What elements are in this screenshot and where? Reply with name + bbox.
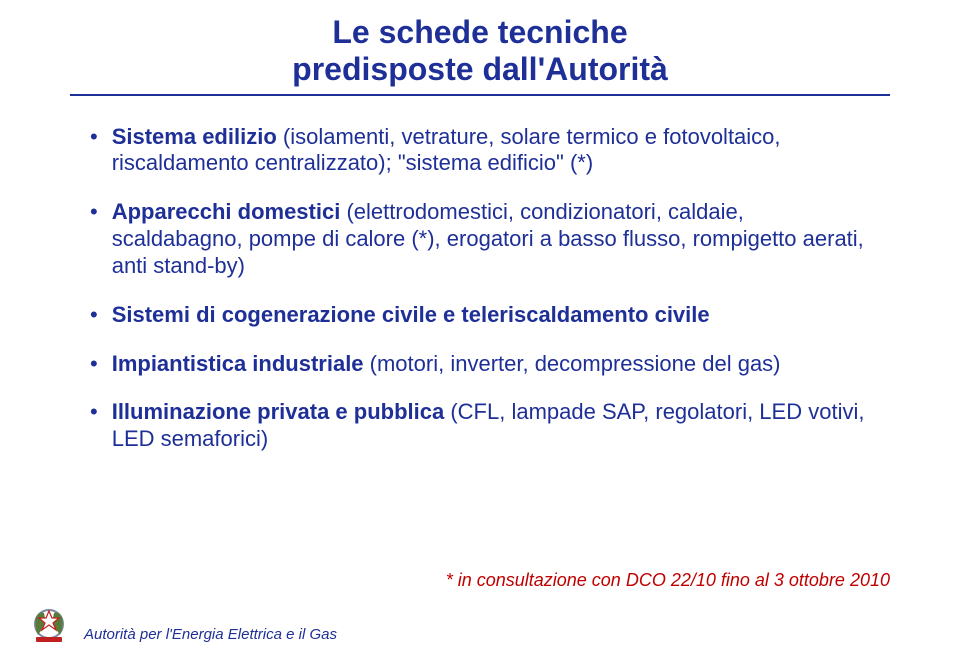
- bullet-bold: Apparecchi domestici: [112, 199, 347, 224]
- bullet-icon: •: [90, 124, 98, 150]
- italy-emblem-icon: [26, 597, 72, 647]
- footer-text: Autorità per l'Energia Elettrica e il Ga…: [84, 626, 337, 647]
- title-line-1: Le schede tecniche: [0, 14, 960, 51]
- bullet-bold: Impiantistica industriale: [112, 351, 370, 376]
- bullet-text: Apparecchi domestici (elettrodomestici, …: [112, 199, 870, 279]
- bullet-text: Impiantistica industriale (motori, inver…: [112, 351, 781, 378]
- list-item: • Sistema edilizio (isolamenti, vetratur…: [90, 124, 870, 178]
- bullet-icon: •: [90, 351, 98, 377]
- bullet-icon: •: [90, 302, 98, 328]
- bullet-bold: Sistemi di cogenerazione civile e teleri…: [112, 302, 710, 327]
- list-item: • Illuminazione privata e pubblica (CFL,…: [90, 399, 870, 453]
- bullet-text: Sistemi di cogenerazione civile e teleri…: [112, 302, 710, 329]
- title-underline: [70, 94, 890, 96]
- bullet-list: • Sistema edilizio (isolamenti, vetratur…: [90, 124, 870, 453]
- footnote: * in consultazione con DCO 22/10 fino al…: [446, 570, 890, 591]
- bullet-bold: Illuminazione privata e pubblica: [112, 399, 451, 424]
- bullet-text: Illuminazione privata e pubblica (CFL, l…: [112, 399, 870, 453]
- list-item: • Apparecchi domestici (elettrodomestici…: [90, 199, 870, 279]
- bullet-bold: Sistema edilizio: [112, 124, 283, 149]
- bullet-icon: •: [90, 399, 98, 425]
- title-line-2: predisposte dall'Autorità: [0, 51, 960, 88]
- bullet-icon: •: [90, 199, 98, 225]
- list-item: • Impiantistica industriale (motori, inv…: [90, 351, 870, 378]
- footer: Autorità per l'Energia Elettrica e il Ga…: [26, 597, 337, 647]
- slide-title-block: Le schede tecniche predisposte dall'Auto…: [0, 0, 960, 88]
- bullet-rest: (motori, inverter, decompressione del ga…: [370, 351, 781, 376]
- list-item: • Sistemi di cogenerazione civile e tele…: [90, 302, 870, 329]
- bullet-text: Sistema edilizio (isolamenti, vetrature,…: [112, 124, 870, 178]
